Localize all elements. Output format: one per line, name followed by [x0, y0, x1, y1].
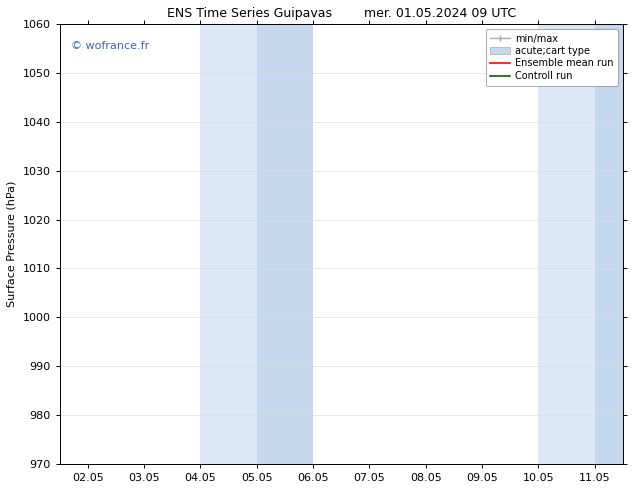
Y-axis label: Surface Pressure (hPa): Surface Pressure (hPa) [7, 181, 17, 307]
Bar [257, 24, 313, 464]
Bar [538, 24, 595, 464]
Text: © wofrance.fr: © wofrance.fr [71, 42, 149, 51]
Bar [595, 24, 623, 464]
Bar [200, 24, 257, 464]
Title: ENS Time Series Guipavas        mer. 01.05.2024 09 UTC: ENS Time Series Guipavas mer. 01.05.2024… [167, 7, 516, 20]
Legend: min/max, acute;cart type, Ensemble mean run, Controll run: min/max, acute;cart type, Ensemble mean … [486, 29, 618, 86]
